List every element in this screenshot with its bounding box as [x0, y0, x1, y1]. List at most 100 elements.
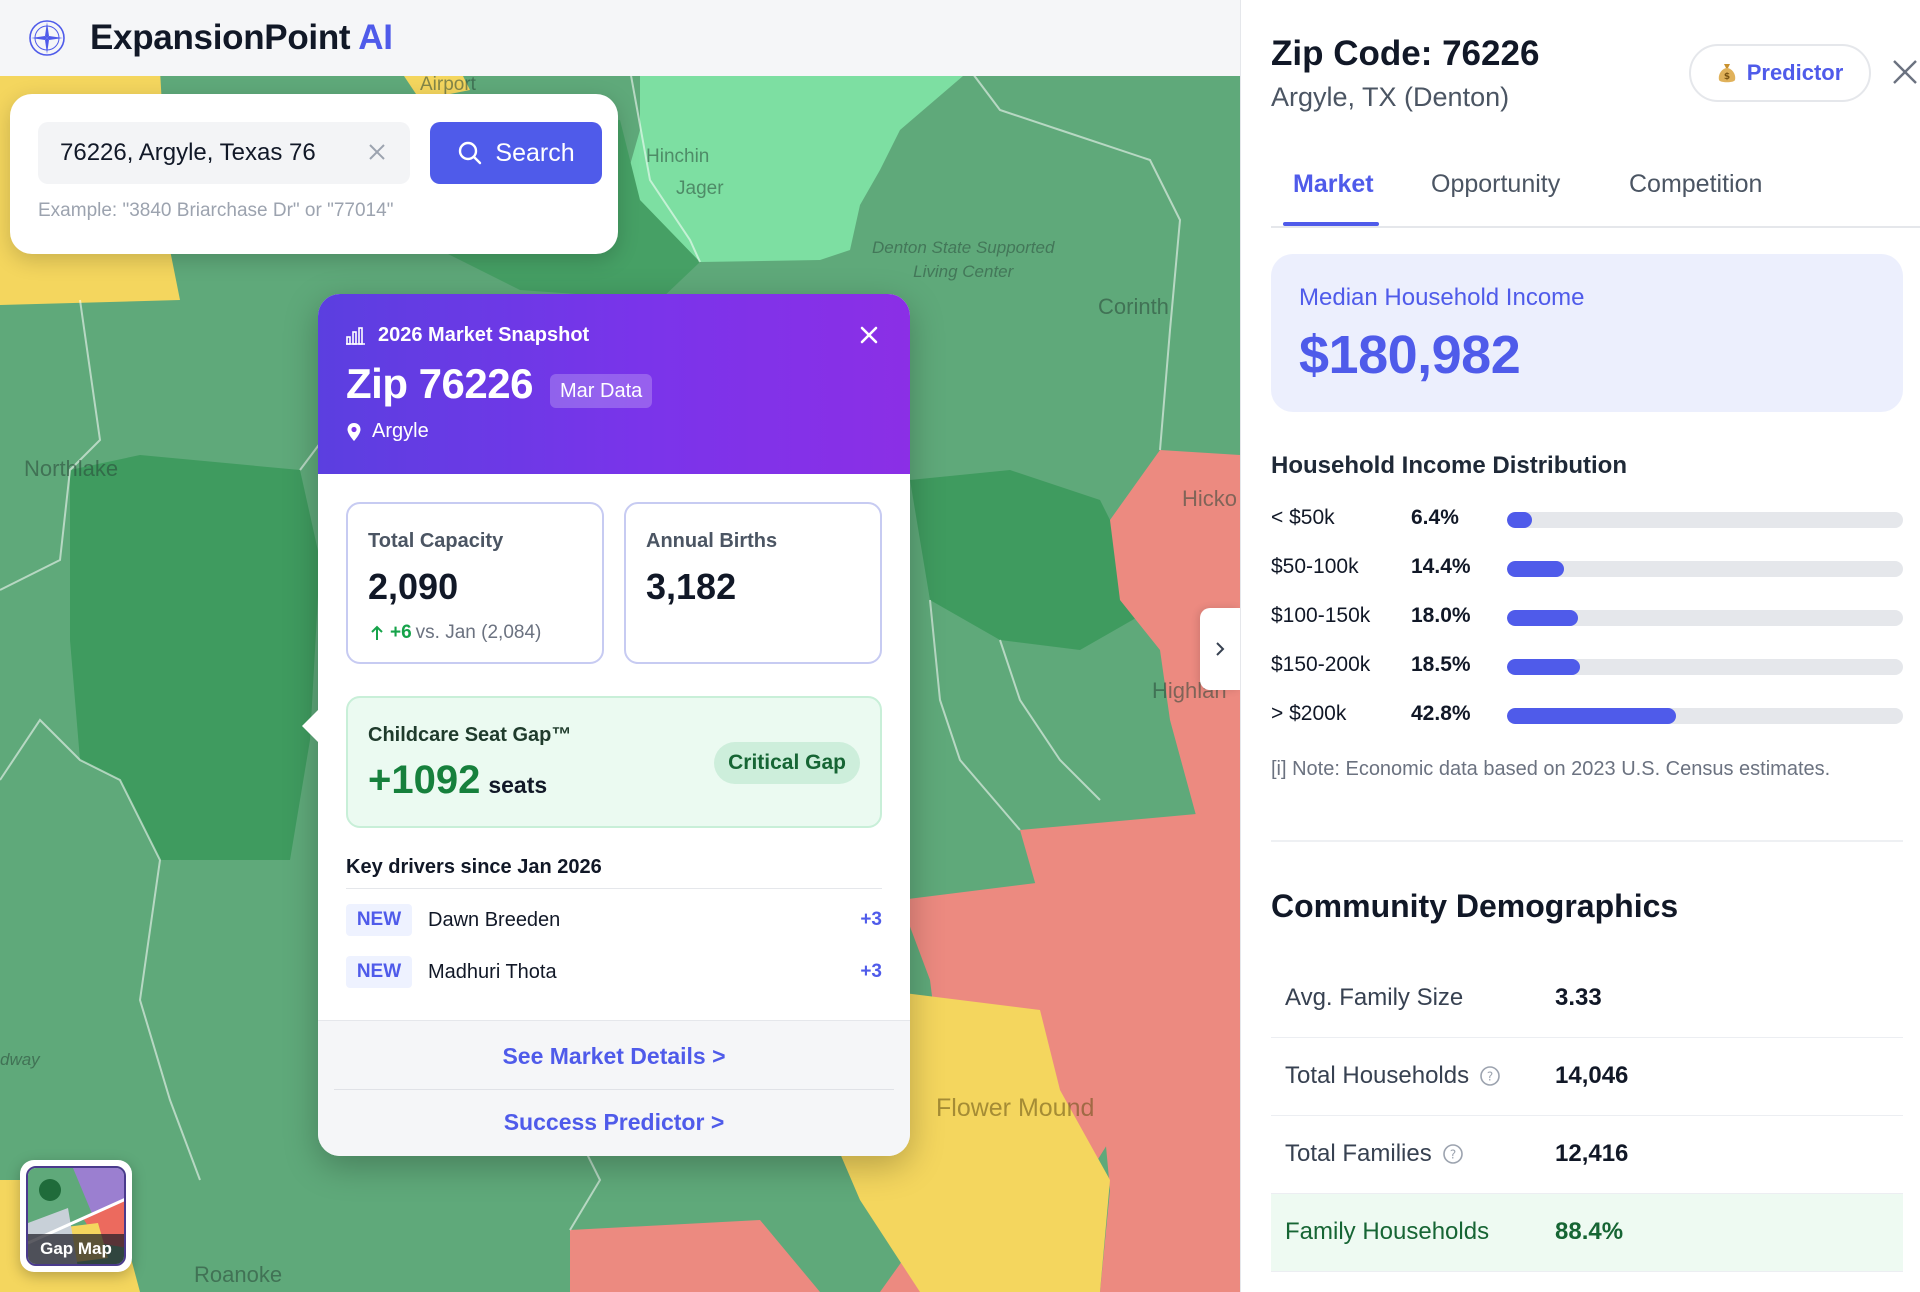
snapshot-header: 2026 Market Snapshot Zip 76226 Mar Data …: [318, 294, 910, 474]
driver-row[interactable]: NEW Dawn Breeden +3: [346, 902, 882, 938]
gap-map-label: Gap Map: [28, 1234, 124, 1264]
stat-label: Annual Births: [646, 530, 778, 552]
tab-competition[interactable]: Competition: [1629, 170, 1763, 198]
driver-delta: +3: [860, 909, 882, 930]
stat-label: Total Capacity: [368, 530, 504, 552]
stat-value: 3,182: [646, 566, 737, 607]
clear-icon[interactable]: [364, 139, 390, 165]
tab-market[interactable]: Market: [1293, 170, 1374, 198]
distribution-bar-fill: [1507, 512, 1533, 528]
distribution-bar-track: [1507, 610, 1903, 626]
map-label-corinth: Corinth: [1098, 294, 1169, 319]
stat-total-capacity: Total Capacity 2,090 +6 vs. Jan (2,084): [346, 502, 604, 664]
search-card: Search Example: "3840 Briarchase Dr" or …: [10, 94, 618, 254]
tab-opportunity[interactable]: Opportunity: [1431, 170, 1561, 198]
search-input-wrapper: [38, 122, 410, 184]
region-red-ne: [1110, 450, 1240, 860]
distribution-bar-track: [1507, 659, 1903, 675]
seat-gap-label: Childcare Seat Gap™: [368, 724, 572, 746]
driver-name: Dawn Breeden: [428, 908, 561, 931]
distribution-bar-fill: [1507, 610, 1579, 626]
gap-map-button[interactable]: Gap Map: [20, 1160, 132, 1272]
distribution-label: $150-200k: [1271, 653, 1371, 676]
map-label-flower-mound: Flower Mound: [936, 1094, 1095, 1122]
driver-name: Madhuri Thota: [428, 960, 557, 983]
map-label-denton-center: Denton State Supported Living Center: [872, 236, 1054, 284]
brand-ai: AI: [358, 18, 393, 57]
median-income-label: Median Household Income: [1299, 284, 1585, 311]
demographics-title: Community Demographics: [1271, 888, 1679, 924]
gap-map-thumbnail: Gap Map: [26, 1166, 126, 1266]
app-header: ExpansionPoint AI: [0, 0, 1240, 76]
details-panel: Zip Code: 76226 Argyle, TX (Denton) $ Pr…: [1240, 0, 1920, 1292]
map-regions: [0, 69, 1240, 1292]
search-icon: [459, 141, 482, 165]
panel-title: Zip Code: 76226: [1271, 34, 1540, 73]
distribution-percent: 42.8%: [1411, 702, 1471, 725]
demographic-label: Total Families ?: [1285, 1140, 1464, 1168]
demographic-label-text: Total Families: [1285, 1140, 1432, 1167]
close-panel-icon[interactable]: [1891, 58, 1919, 86]
distribution-percent: 6.4%: [1411, 506, 1459, 529]
map-canvas[interactable]: Airport Hinchin Jager Denton State Suppo…: [0, 0, 1240, 1292]
median-income-card: Median Household Income $180,982: [1271, 254, 1903, 412]
predictor-button-label: Predictor: [1746, 60, 1844, 85]
seat-gap-number: +1092: [368, 758, 481, 802]
see-market-details-link[interactable]: See Market Details >: [502, 1043, 726, 1069]
key-drivers-title: Key drivers since Jan 2026: [346, 856, 602, 878]
help-circle-icon[interactable]: ?: [1479, 1065, 1501, 1087]
driver-delta: +3: [860, 961, 882, 982]
map-label-highway: dway: [0, 1050, 40, 1069]
distribution-bar-track: [1507, 561, 1903, 577]
search-hint: Example: "3840 Briarchase Dr" or "77014": [38, 200, 394, 221]
median-income-value: $180,982: [1299, 325, 1521, 385]
chevron-right-icon: [1216, 642, 1225, 656]
demographic-label-text: Total Households: [1285, 1062, 1470, 1089]
distribution-bar-fill: [1507, 561, 1565, 577]
svg-text:?: ?: [1450, 1148, 1456, 1162]
driver-row[interactable]: NEW Madhuri Thota +3: [346, 954, 882, 990]
region-darkgreen-2: [70, 455, 320, 860]
close-icon[interactable]: [858, 324, 880, 346]
snapshot-footer: See Market Details > Success Predictor >: [318, 1020, 910, 1156]
snapshot-eyebrow-text: 2026 Market Snapshot: [378, 324, 590, 346]
region-yellow-n: [400, 70, 470, 100]
seat-gap-unit: seats: [488, 772, 548, 798]
map-label-northlake: Northlake: [24, 456, 119, 481]
compass-logo-icon: [29, 20, 65, 56]
snapshot-data-badge: Mar Data: [550, 374, 653, 408]
stat-delta-text: vs. Jan (2,084): [415, 622, 542, 643]
active-tab-indicator: [1283, 222, 1379, 226]
distribution-bar-track: [1507, 708, 1903, 724]
snapshot-location: Argyle: [346, 420, 429, 443]
search-input[interactable]: [38, 122, 358, 184]
demographic-label-text: Family Households: [1285, 1218, 1490, 1245]
panel-toggle-button[interactable]: [1200, 608, 1240, 690]
brand-name-text: ExpansionPoint: [90, 18, 351, 57]
success-predictor-link[interactable]: Success Predictor >: [503, 1109, 725, 1135]
distribution-bar-fill: [1507, 708, 1677, 724]
snapshot-location-text: Argyle: [372, 420, 429, 442]
svg-text:?: ?: [1487, 1070, 1493, 1084]
new-tag: NEW: [346, 904, 412, 936]
distribution-percent: 18.0%: [1411, 604, 1471, 627]
region-lightgreen-n: [620, 70, 970, 262]
search-button[interactable]: Search: [430, 122, 602, 184]
bar-chart-icon: [346, 326, 365, 345]
seat-gap-card: Childcare Seat Gap™ +1092 seats Critical …: [346, 696, 882, 828]
distribution-percent: 14.4%: [1411, 555, 1471, 578]
help-circle-icon[interactable]: ?: [1442, 1143, 1464, 1165]
stat-annual-births: Annual Births 3,182: [624, 502, 882, 664]
distribution-row: $50-100k 14.4%: [1271, 551, 1905, 581]
region-darkgreen-3: [910, 470, 1150, 650]
section-divider: [1271, 840, 1903, 842]
income-distribution-title: Household Income Distribution: [1271, 452, 1628, 479]
map-pin-icon: [347, 422, 361, 441]
demographic-row-families: Total Families ? 12,416: [1271, 1116, 1903, 1194]
predictor-button[interactable]: $ Predictor: [1689, 44, 1871, 102]
distribution-label: > $200k: [1271, 702, 1347, 725]
divider: [334, 1089, 894, 1090]
demographic-label: Family Households: [1285, 1218, 1489, 1246]
gap-status-badge: Critical Gap: [714, 742, 860, 784]
demographic-label: Total Households ?: [1285, 1062, 1501, 1090]
